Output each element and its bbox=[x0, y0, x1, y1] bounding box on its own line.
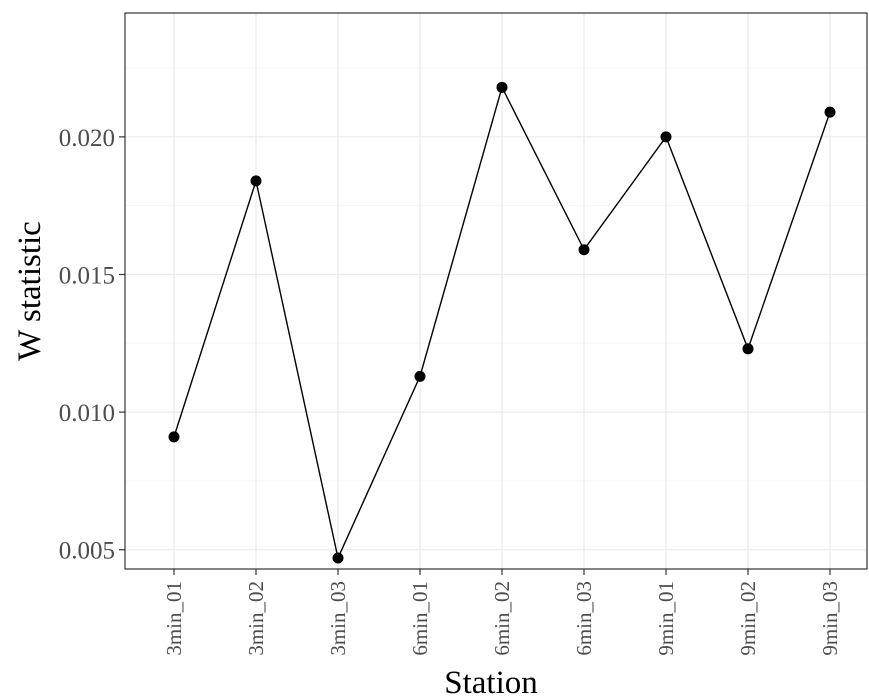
x-tick-label: 9min_03 bbox=[818, 581, 842, 656]
x-tick-label: 6min_03 bbox=[572, 581, 596, 656]
x-tick-label: 3min_03 bbox=[326, 581, 350, 656]
data-point bbox=[414, 370, 426, 382]
x-tick-label: 6min_02 bbox=[490, 581, 514, 656]
y-axis-title: W statistic bbox=[12, 221, 48, 361]
data-point bbox=[824, 106, 836, 118]
data-point bbox=[578, 244, 590, 256]
data-point bbox=[168, 431, 180, 443]
x-tick-label: 3min_02 bbox=[244, 581, 268, 656]
x-axis-title: Station bbox=[444, 665, 538, 697]
x-tick-label: 9min_01 bbox=[654, 581, 678, 656]
data-point bbox=[660, 131, 672, 143]
panel-border bbox=[124, 12, 868, 570]
x-tick-label: 9min_02 bbox=[736, 581, 760, 656]
data-point bbox=[250, 175, 262, 187]
x-axis: 3min_01 3min_02 3min_03 6min_01 6min_02 6min_… bbox=[162, 569, 842, 656]
data-point bbox=[742, 343, 754, 355]
y-tick-label: 0.005 bbox=[59, 538, 115, 565]
data-point bbox=[332, 552, 344, 564]
x-tick-label: 3min_01 bbox=[162, 581, 186, 656]
series-w-statistic bbox=[168, 81, 836, 564]
data-point bbox=[496, 81, 508, 93]
major-gridlines bbox=[125, 13, 867, 569]
x-tick-label: 6min_01 bbox=[408, 581, 432, 656]
y-tick-label: 0.010 bbox=[59, 400, 115, 427]
y-tick-label: 0.015 bbox=[59, 262, 115, 289]
y-axis: 0.005 0.010 0.015 0.020 bbox=[59, 125, 125, 565]
y-tick-label: 0.020 bbox=[59, 125, 115, 152]
